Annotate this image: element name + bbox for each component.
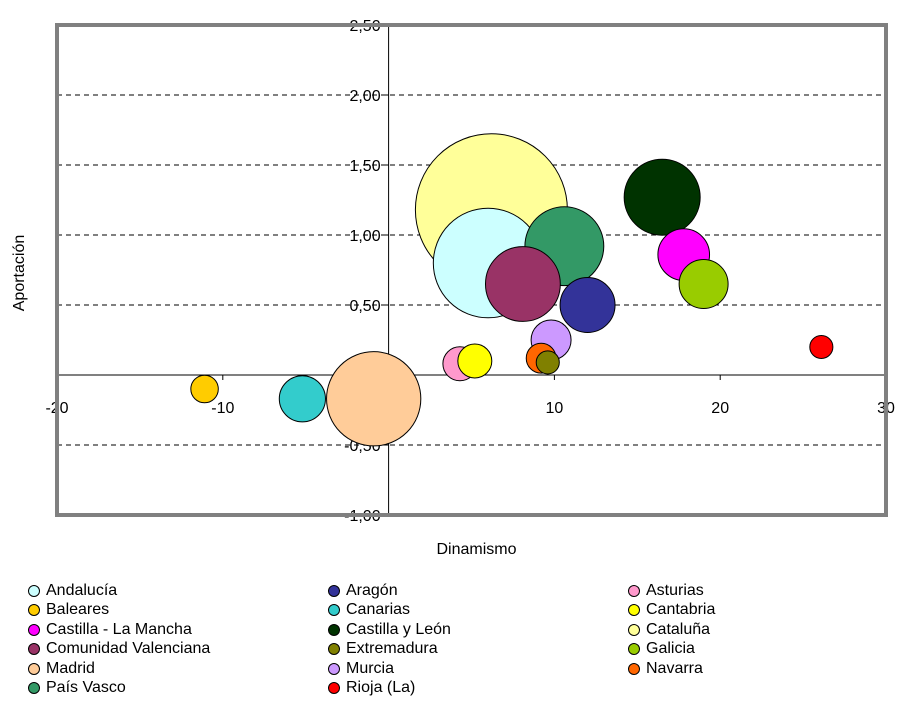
legend-item: Rioja (La) [328,679,628,699]
legend-item: Cataluña [628,620,888,640]
legend-label: Cataluña [646,620,711,638]
x-tick-label: 10 [546,400,564,417]
legend-label: Murcia [346,659,395,677]
legend-label: Galicia [646,640,695,658]
legend-label: Andalucía [46,581,118,599]
legend-label: Aragón [346,581,398,599]
legend-label: Baleares [46,601,110,619]
bubble-extremadura [535,350,560,375]
legend-item: Murcia [328,659,628,679]
legend-swatch [628,662,640,675]
y-tick-label: 1,50 [349,158,380,175]
legend-item: Aragón [328,581,628,601]
legend-label: Asturias [646,581,704,599]
x-tick-label: 20 [711,400,729,417]
x-tick-label: -10 [211,400,234,417]
legend-item: Canarias [328,601,628,621]
legend-swatch [28,604,40,617]
legend-swatch [328,643,340,656]
legend-item: Madrid [28,659,328,679]
legend-swatch [28,623,40,636]
legend-swatch [28,682,40,695]
bubble-rioja-la- [809,334,834,360]
bubble-comunidad-valenciana [484,246,561,322]
legend-label: Canarias [346,601,411,619]
legend-swatch [328,604,340,617]
legend-label: Navarra [646,659,703,677]
bubble-baleares [190,374,219,404]
bubble-canarias [278,375,326,423]
chart-legend: Andalucía Aragón Asturias Baleares Canarias C… [28,581,888,698]
legend-swatch [628,643,640,656]
legend-item: Baleares [28,601,328,621]
legend-label: Castilla y León [346,620,451,638]
legend-swatch [628,604,640,617]
legend-item: Galicia [628,640,888,660]
legend-swatch [328,584,340,597]
legend-item: Comunidad Valenciana [28,640,328,660]
bubble-castilla-y-le-n [623,158,701,236]
legend-item: Navarra [628,659,888,679]
legend-swatch [328,623,340,636]
y-tick-label: 2,00 [349,88,380,105]
legend-item: Andalucía [28,581,328,601]
legend-item: Castilla y León [328,620,628,640]
legend-label: Castilla - La Mancha [46,620,192,638]
legend-swatch [28,643,40,656]
legend-label: Cantabria [646,601,716,619]
x-axis-title: Dinamismo [436,541,516,558]
legend-item: Cantabria [628,601,888,621]
legend-label: Madrid [46,659,95,677]
legend-swatch [628,623,640,636]
y-axis-title: Aportación [11,235,28,312]
plot-area-border [55,23,888,517]
legend-item: Asturias [628,581,888,601]
y-tick-label: 0,50 [349,298,380,315]
legend-swatch [328,662,340,675]
bubble-galicia [678,259,729,309]
bubble-arag-n [559,277,616,333]
bubble-madrid [326,351,422,447]
legend-label: Rioja (La) [346,679,416,697]
bubble-cantabria [457,343,493,379]
legend-item: Castilla - La Mancha [28,620,328,640]
legend-swatch [328,682,340,695]
legend-label: País Vasco [46,679,126,697]
legend-swatch [28,584,40,597]
legend-item: País Vasco [28,679,328,699]
legend-label: Extremadura [346,640,438,658]
legend-swatch [28,662,40,675]
legend-swatch [628,584,640,597]
legend-item: Extremadura [328,640,628,660]
y-tick-label: 1,00 [349,228,380,245]
legend-label: Comunidad Valenciana [46,640,211,658]
